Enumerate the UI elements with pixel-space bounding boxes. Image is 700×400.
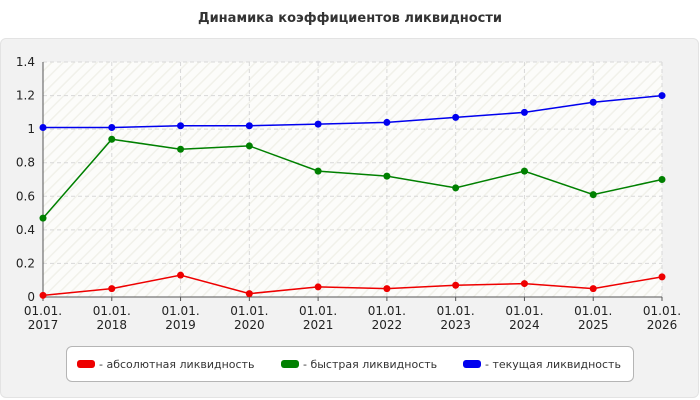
legend-label-current: - текущая ликвидность xyxy=(485,357,621,371)
series-0-point xyxy=(383,285,391,293)
series-2-point xyxy=(177,122,185,130)
series-1-point xyxy=(39,214,47,222)
legend-swatch-quick xyxy=(281,360,299,368)
plot-area xyxy=(43,62,662,297)
series-2-point xyxy=(520,108,528,116)
series-0-point xyxy=(39,291,47,299)
series-2-point xyxy=(589,98,597,106)
legend-item-quick: - быстрая ликвидность xyxy=(281,347,437,381)
legend-label-absolute: - абсолютная ликвидность xyxy=(99,357,255,371)
x-tick-label: 2017 xyxy=(28,318,59,332)
y-tick-label: 1.2 xyxy=(16,89,35,103)
x-tick-label: 01.01. xyxy=(24,304,62,318)
series-0-point xyxy=(589,285,597,293)
x-tick-label: 2021 xyxy=(303,318,334,332)
y-tick-label: 0 xyxy=(27,290,35,304)
series-2-point xyxy=(658,92,666,100)
series-1-point xyxy=(589,191,597,199)
series-1-point xyxy=(314,167,322,175)
x-tick-label: 01.01. xyxy=(574,304,612,318)
x-tick-label: 2026 xyxy=(647,318,678,332)
legend-swatch-absolute xyxy=(77,360,95,368)
x-tick-label: 01.01. xyxy=(161,304,199,318)
y-tick-label: 0.2 xyxy=(16,256,35,270)
y-tick-label: 0.6 xyxy=(16,189,35,203)
chart-legend: - абсолютная ликвидность - быстрая ликви… xyxy=(66,346,634,382)
series-1-point xyxy=(245,142,253,150)
series-2-point xyxy=(245,122,253,130)
series-0-point xyxy=(520,280,528,288)
series-1-point xyxy=(520,167,528,175)
series-2-point xyxy=(39,123,47,131)
series-0-point xyxy=(245,290,253,298)
x-tick-label: 01.01. xyxy=(437,304,475,318)
series-2-point xyxy=(383,118,391,126)
series-0-point xyxy=(108,285,116,293)
y-tick-label: 0.8 xyxy=(16,156,35,170)
x-tick-label: 2025 xyxy=(578,318,609,332)
series-line-1 xyxy=(42,138,663,219)
chart-title: Динамика коэффициентов ликвидности xyxy=(198,11,502,26)
x-tick-label: 2023 xyxy=(440,318,471,332)
x-tick-label: 2020 xyxy=(234,318,265,332)
series-0-point xyxy=(658,273,666,281)
y-tick-label: 1.4 xyxy=(16,55,35,69)
series-2-point xyxy=(452,113,460,121)
x-tick-label: 2024 xyxy=(509,318,540,332)
series-1-point xyxy=(452,184,460,192)
x-tick-label: 2019 xyxy=(165,318,196,332)
y-tick-label: 0.4 xyxy=(16,223,35,237)
x-tick-label: 01.01. xyxy=(299,304,337,318)
x-tick-label: 2018 xyxy=(97,318,128,332)
series-line-2 xyxy=(43,94,663,129)
series-line-0 xyxy=(42,274,663,297)
series-0-point xyxy=(452,281,460,289)
x-tick-label: 2022 xyxy=(372,318,403,332)
x-tick-label: 01.01. xyxy=(93,304,131,318)
series-1-point xyxy=(108,135,116,143)
x-tick-label: 01.01. xyxy=(368,304,406,318)
legend-item-current: - текущая ликвидность xyxy=(463,347,621,381)
series-0-point xyxy=(177,271,185,279)
y-tick-label: 1 xyxy=(27,122,35,136)
x-tick-label: 01.01. xyxy=(505,304,543,318)
legend-item-absolute: - абсолютная ликвидность xyxy=(77,347,254,381)
series-2-point xyxy=(314,120,322,128)
legend-label-quick: - быстрая ликвидность xyxy=(303,357,438,371)
series-0-point xyxy=(314,283,322,291)
x-tick-label: 01.01. xyxy=(230,304,268,318)
series-1-point xyxy=(177,145,185,153)
series-2-point xyxy=(108,123,116,131)
series-1-point xyxy=(658,176,666,183)
legend-swatch-current xyxy=(463,360,481,368)
series-1-point xyxy=(383,172,391,180)
x-tick-label: 01.01. xyxy=(643,304,681,318)
